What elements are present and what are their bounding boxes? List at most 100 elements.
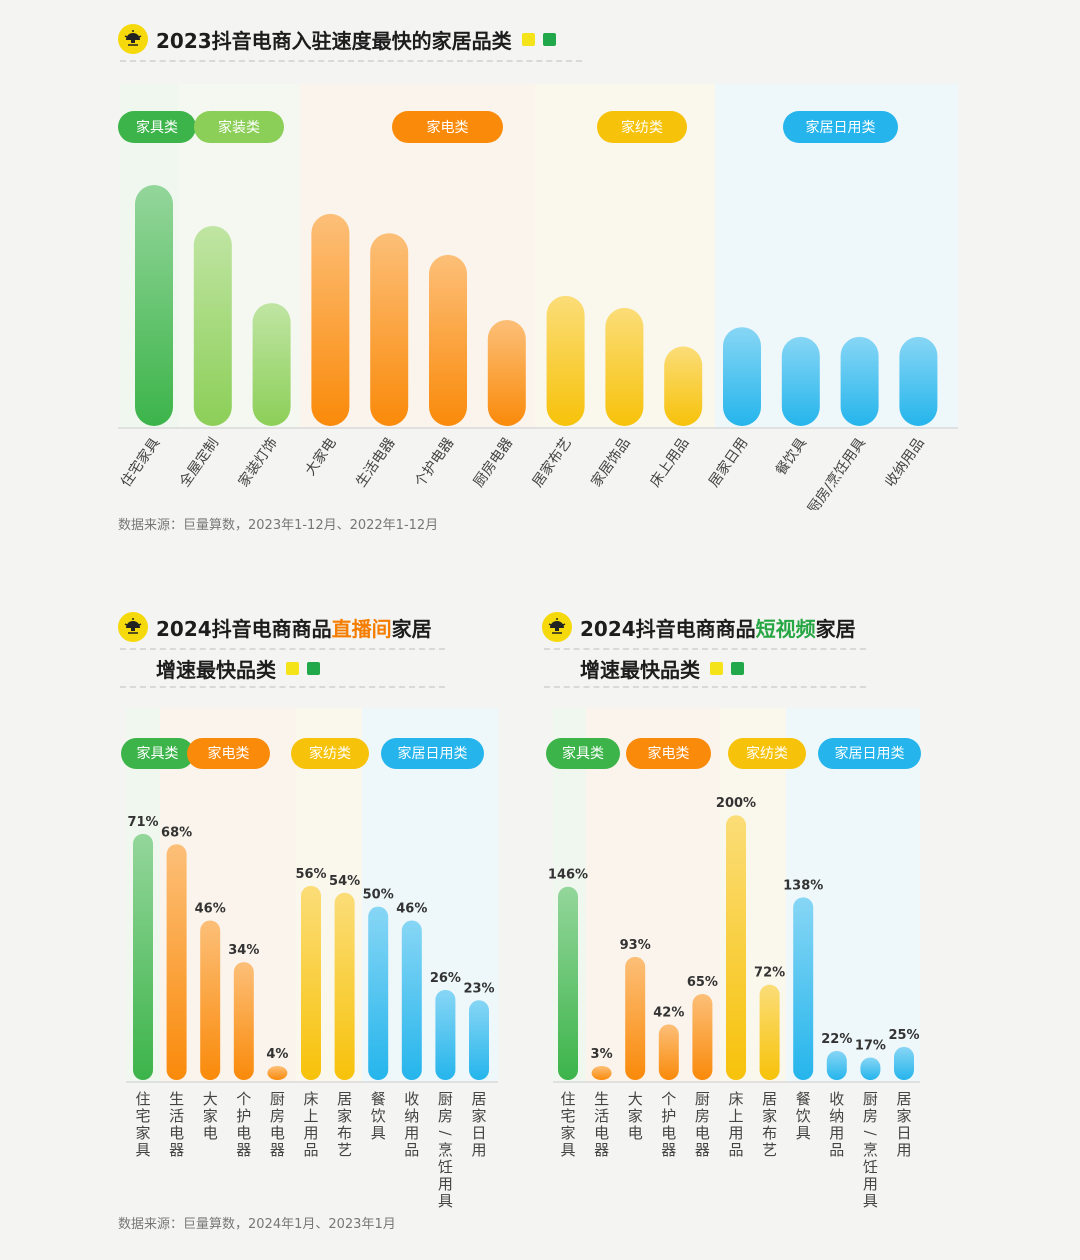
data-label: 68% (161, 825, 192, 840)
category-label-char: 用 (404, 1124, 419, 1142)
bar (894, 1046, 914, 1080)
category-label-char: 上 (303, 1107, 318, 1125)
bar (899, 336, 938, 426)
category-label-char: 居 (762, 1090, 777, 1108)
data-label: 17% (855, 1038, 886, 1053)
category-label-char: 电 (695, 1124, 710, 1142)
category-label-char: 厨 (270, 1090, 285, 1108)
bar (166, 844, 187, 1080)
category-label-char: 器 (695, 1141, 710, 1159)
group-pill (381, 738, 484, 769)
section2-subtitle-row: 增速最快品类 (156, 654, 320, 683)
category-label-char: 艺 (337, 1141, 352, 1159)
bar (793, 897, 814, 1080)
group-pill-label: 家居日用类 (806, 119, 876, 136)
category-label-char: 饮 (371, 1107, 386, 1125)
category-label-char: 上 (728, 1107, 743, 1125)
section3-title-suffix: 家居 (815, 616, 856, 641)
data-label: 54% (329, 874, 360, 889)
category-label-char: 房 (695, 1107, 710, 1125)
category-label-char: 电 (203, 1124, 218, 1142)
green-square (731, 662, 744, 675)
category-label-char: 厨 (863, 1090, 878, 1108)
category-label-char: 具 (438, 1192, 453, 1210)
group-pill (818, 738, 921, 769)
category-label-char: 电 (270, 1124, 285, 1142)
bar (370, 233, 409, 426)
group-pill-label: 家电类 (427, 119, 469, 136)
yellow-square (521, 32, 535, 46)
bar (252, 303, 291, 426)
group-pill (597, 111, 687, 143)
category-label-char: 居 (337, 1090, 352, 1108)
group-pill (291, 738, 369, 769)
group-pill-label: 家具类 (137, 745, 179, 762)
bar (781, 336, 820, 426)
bar (664, 346, 703, 426)
category-label-char: 居 (896, 1090, 911, 1108)
category-label-char: 日 (896, 1124, 911, 1142)
category-label-char: 生 (594, 1090, 609, 1108)
category-label-char: 纳 (404, 1107, 419, 1125)
category-label-char: 家 (560, 1124, 575, 1142)
category-label-char: / (436, 1130, 454, 1136)
bar (658, 1024, 679, 1080)
group-pill (392, 111, 503, 143)
category-label-char: 床 (728, 1090, 743, 1108)
group-pill-label: 家具类 (562, 745, 604, 762)
bar (233, 962, 254, 1080)
category-label-char: 床 (303, 1090, 318, 1108)
yellow-square (286, 662, 299, 675)
category-label-char: 用 (728, 1124, 743, 1142)
section3-divider-1 (544, 648, 866, 650)
category-label-char: 品 (303, 1141, 318, 1159)
category-label-char: 护 (236, 1107, 251, 1125)
category-label-char: 器 (236, 1141, 251, 1159)
data-label: 4% (266, 1047, 288, 1062)
bar (193, 225, 232, 426)
section2-title-suffix: 家居 (391, 616, 432, 641)
section1-divider (120, 60, 582, 62)
bar (723, 327, 761, 426)
group-pill-label: 家居日用类 (398, 745, 468, 762)
category-label-char: 纳 (829, 1107, 844, 1125)
bar (591, 1066, 612, 1080)
category-label-char: 家 (135, 1124, 150, 1142)
data-label: 93% (620, 938, 651, 953)
data-label: 46% (396, 902, 427, 917)
lamp-logo-icon (118, 24, 148, 54)
category-label-char: 布 (337, 1124, 352, 1142)
lamp-logo-icon (118, 612, 148, 642)
category-label-char: 饪 (438, 1158, 453, 1176)
category-label-char: 住 (135, 1090, 150, 1108)
section2-header: 2024抖音电商商品直播间家居 (118, 612, 432, 642)
data-label: 26% (430, 971, 461, 986)
category-label-char: 烹 (438, 1141, 453, 1159)
category-label-char: 品 (728, 1141, 743, 1159)
category-label-char: 大 (203, 1090, 218, 1108)
category-label-char: 日 (471, 1124, 486, 1142)
yellow-square (710, 662, 723, 675)
section1-title: 2023抖音电商入驻速度最快的家居品类 (156, 28, 512, 53)
section3-title-highlight: 短视频 (755, 616, 816, 641)
group-pill (118, 111, 196, 143)
data-label: 42% (653, 1005, 684, 1020)
category-label-char: 电 (594, 1124, 609, 1142)
category-label-char: 大 (628, 1090, 643, 1108)
category-label-char: 烹 (863, 1141, 878, 1159)
category-label-char: 房 (270, 1107, 285, 1125)
category-label-char: 具 (560, 1141, 575, 1159)
section2-title-highlight: 直播间 (331, 616, 392, 641)
bar (429, 254, 467, 426)
bar (860, 1057, 881, 1080)
category-label-char: 家 (896, 1107, 911, 1125)
bar (605, 307, 644, 426)
category-label-char: 厨 (438, 1090, 453, 1108)
data-label: 3% (591, 1047, 613, 1062)
group-pill-label: 家纺类 (309, 745, 351, 762)
section1-header: 2023抖音电商入驻速度最快的家居品类 (118, 24, 556, 54)
group-pill (728, 738, 806, 769)
data-label: 65% (687, 975, 718, 990)
category-label-char: 品 (829, 1141, 844, 1159)
